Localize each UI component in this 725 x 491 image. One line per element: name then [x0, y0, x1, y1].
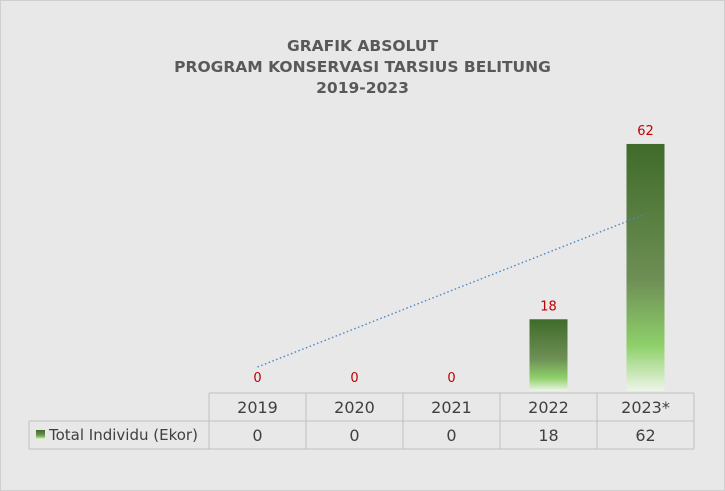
- chart-title: GRAFIK ABSOLUT PROGRAM KONSERVASI TARSIU…: [0, 36, 725, 99]
- table-header-2021: 2021: [431, 398, 472, 417]
- title-line-2: PROGRAM KONSERVASI TARSIUS BELITUNG: [174, 58, 551, 76]
- trendline: [257, 213, 646, 368]
- data-label-2022: 18: [540, 299, 557, 314]
- title-line-1: GRAFIK ABSOLUT: [286, 37, 439, 55]
- table-value-2020: 0: [349, 426, 359, 445]
- legend-label: Total Individu (Ekor): [48, 426, 198, 444]
- data-label-2023*: 62: [637, 124, 654, 139]
- table-header-2022: 2022: [528, 398, 569, 417]
- table-header-2019: 2019: [237, 398, 278, 417]
- data-label-2019: 0: [253, 371, 261, 386]
- table-value-2019: 0: [252, 426, 262, 445]
- table-header-2023*: 2023*: [621, 398, 670, 417]
- legend-key: [36, 430, 45, 439]
- bar-2023*: [626, 143, 665, 391]
- table-value-2023*: 62: [635, 426, 655, 445]
- table-header-2020: 2020: [334, 398, 375, 417]
- table-value-2021: 0: [446, 426, 456, 445]
- title-line-3: 2019-2023: [316, 79, 409, 97]
- data-label-2021: 0: [447, 371, 455, 386]
- table-value-2022: 18: [538, 426, 558, 445]
- data-label-2020: 0: [350, 371, 358, 386]
- bar-2022: [529, 319, 568, 391]
